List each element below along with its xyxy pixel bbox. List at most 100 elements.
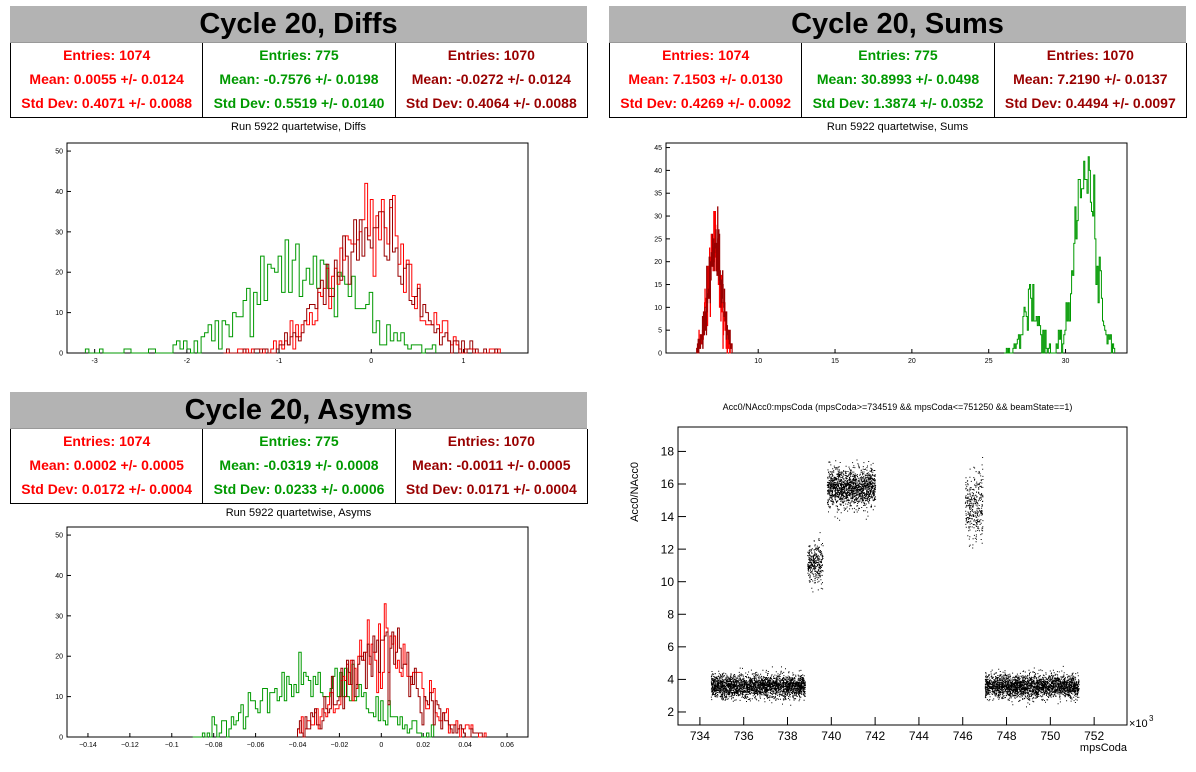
y-tick-label: 20	[55, 654, 63, 661]
stat-mean: Mean: -0.0319 +/- 0.0008	[219, 457, 379, 473]
stat-std: Std Dev: 0.4064 +/- 0.0088	[405, 95, 577, 111]
y-tick-label: 35	[654, 191, 662, 198]
sums-stats-green: Entries: 775 Mean: 30.8993 +/- 0.0498 St…	[802, 43, 995, 117]
y-tick-label: 30	[55, 613, 63, 620]
x-tick-label: 750	[1040, 729, 1060, 743]
stat-entries: Entries: 775	[259, 47, 339, 63]
histogram-series	[84, 239, 437, 354]
y-tick-label: 15	[654, 282, 662, 289]
y-tick-label: 18	[661, 445, 675, 459]
plot-frame	[665, 142, 1128, 354]
asyms-stats-green: Entries: 775 Mean: -0.0319 +/- 0.0008 St…	[203, 429, 396, 503]
y-tick-label: 0	[658, 350, 662, 357]
y-tick-label: 20	[55, 270, 63, 277]
y-tick-label: 4	[667, 673, 674, 687]
asyms-banner: Cycle 20, Asyms	[10, 392, 587, 429]
x-tick-label: 1	[462, 358, 466, 365]
stat-std: Std Dev: 0.5519 +/- 0.0140	[213, 95, 385, 111]
y-tick-label: 0	[59, 734, 63, 741]
diffs-histogram: 0 10 20 30 40 50 -3 -2 -1 0 1	[55, 142, 529, 365]
x-tick-label: −0.14	[79, 742, 97, 749]
stat-entries: Entries: 775	[858, 47, 938, 63]
sums-banner: Cycle 20, Sums	[609, 6, 1186, 43]
diffs-stats-green: Entries: 775 Mean: -0.7576 +/- 0.0198 St…	[203, 43, 396, 117]
x-tick-label: 15	[831, 358, 839, 365]
x-tick-label: 742	[865, 729, 885, 743]
asyms-histogram: 0 10 20 30 40 50 −0.14 −0.12 −0.1 −0.08 −0.06 −0.04…	[55, 526, 529, 749]
stat-mean: Mean: 7.1503 +/- 0.0130	[628, 71, 783, 87]
x-axis-multiplier: ×10	[1129, 718, 1148, 730]
stat-entries: Entries: 1070	[1046, 47, 1134, 63]
stat-entries: Entries: 1070	[447, 433, 535, 449]
x-tick-label: -1	[276, 358, 282, 365]
x-tick-label: 746	[953, 729, 973, 743]
stat-entries: Entries: 1074	[662, 47, 750, 63]
plot-frame	[66, 142, 529, 354]
diffs-plot-title: Run 5922 quartetwise, Diffs	[231, 121, 366, 133]
scatter-cluster	[807, 532, 824, 593]
stat-mean: Mean: -0.0011 +/- 0.0005	[412, 457, 571, 473]
x-tick-label: 0.04	[458, 742, 472, 749]
x-tick-label: 25	[985, 358, 993, 365]
x-tick-label: 0	[379, 742, 383, 749]
stat-entries: Entries: 1074	[63, 47, 151, 63]
y-tick-label: 40	[55, 573, 63, 580]
stat-std: Std Dev: 0.4071 +/- 0.0088	[21, 95, 193, 111]
x-tick-label: 740	[821, 729, 841, 743]
plot-frame	[677, 426, 1128, 726]
x-tick-label: −0.08	[205, 742, 223, 749]
asyms-stats-box: Entries: 1074 Mean: 0.0002 +/- 0.0005 St…	[10, 429, 588, 504]
stat-entries: Entries: 775	[259, 433, 339, 449]
diffs-stats-box: Entries: 1074 Mean: 0.0055 +/- 0.0124 St…	[10, 43, 588, 118]
x-axis-multiplier-exponent: 3	[1149, 714, 1154, 723]
histogram-series	[192, 651, 435, 738]
x-tick-label: 752	[1084, 729, 1104, 743]
x-tick-label: 744	[909, 729, 929, 743]
y-tick-label: 0	[59, 350, 63, 357]
y-tick-label: 40	[55, 189, 63, 196]
y-tick-label: 10	[55, 694, 63, 701]
asyms-stats-red: Entries: 1074 Mean: 0.0002 +/- 0.0005 St…	[11, 429, 204, 503]
x-tick-label: −0.12	[121, 742, 139, 749]
sums-stats-darkred: Entries: 1070 Mean: 7.2190 +/- 0.0137 St…	[995, 43, 1186, 117]
histogram-series	[223, 199, 501, 354]
y-tick-label: 30	[55, 229, 63, 236]
y-tick-label: 2	[667, 705, 674, 719]
stat-std: Std Dev: 0.0172 +/- 0.0004	[21, 481, 193, 497]
stat-entries: Entries: 1070	[447, 47, 535, 63]
x-tick-label: −0.1	[165, 742, 179, 749]
y-tick-label: 50	[55, 149, 63, 156]
y-tick-label: 8	[667, 607, 674, 621]
x-tick-label: 0	[369, 358, 373, 365]
histogram-series	[223, 182, 501, 354]
x-tick-label: 738	[777, 729, 797, 743]
x-tick-label: 736	[734, 729, 754, 743]
x-tick-label: −0.02	[331, 742, 349, 749]
scatter-cluster	[964, 457, 984, 549]
x-tick-label: -2	[184, 358, 190, 365]
x-tick-label: 30	[1062, 358, 1070, 365]
x-tick-label: 0.06	[500, 742, 514, 749]
stat-mean: Mean: 30.8993 +/- 0.0498	[816, 71, 980, 87]
y-tick-label: 12	[661, 542, 675, 556]
y-tick-label: 30	[654, 213, 662, 220]
asyms-plot-title: Run 5922 quartetwise, Asyms	[225, 507, 372, 519]
sums-plot-title: Run 5922 quartetwise, Sums	[826, 121, 969, 133]
x-tick-label: −0.04	[289, 742, 307, 749]
sums-stats-red: Entries: 1074 Mean: 7.1503 +/- 0.0130 St…	[610, 43, 803, 117]
y-tick-label: 20	[654, 259, 662, 266]
y-tick-label: 5	[658, 328, 662, 335]
diffs-stats-red: Entries: 1074 Mean: 0.0055 +/- 0.0124 St…	[11, 43, 204, 117]
diffs-stats-darkred: Entries: 1070 Mean: -0.0272 +/- 0.0124 S…	[396, 43, 587, 117]
x-axis-label: mpsCoda	[1080, 742, 1128, 754]
scatter-cluster	[984, 665, 1080, 708]
stat-std: Std Dev: 0.0171 +/- 0.0004	[405, 481, 577, 497]
stat-std: Std Dev: 0.0233 +/- 0.0006	[213, 481, 385, 497]
histogram-series	[297, 627, 487, 738]
x-tick-label: 0.02	[416, 742, 430, 749]
x-tick-label: 10	[754, 358, 762, 365]
stat-entries: Entries: 1074	[63, 433, 151, 449]
x-tick-label: −0.06	[247, 742, 265, 749]
stat-mean: Mean: 7.2190 +/- 0.0137	[1013, 71, 1168, 87]
scatter-plot-title: Acc0/NAcc0:mpsCoda (mpsCoda>=734519 && m…	[722, 402, 1073, 412]
